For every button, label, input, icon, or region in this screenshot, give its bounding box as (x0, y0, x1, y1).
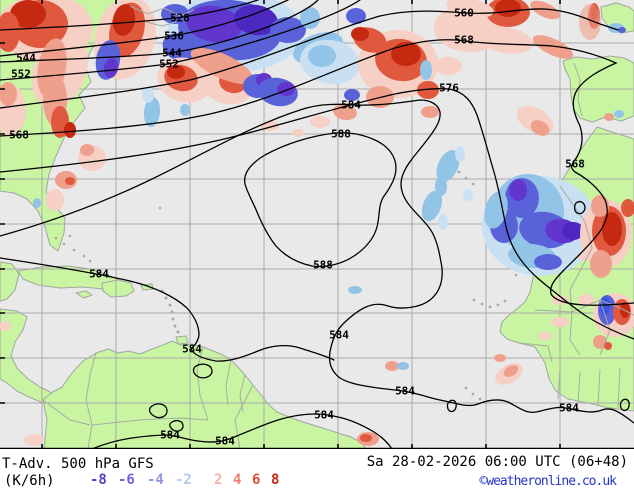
contour-584-loop-c (192, 363, 213, 379)
portugal-border (573, 62, 583, 117)
legend-value: -4 (147, 472, 164, 488)
legend-value: -6 (118, 472, 135, 488)
st-lawrence (145, 21, 177, 27)
copyright-text: ©weatheronline.co.uk (479, 474, 617, 489)
contour-layer (0, 0, 634, 449)
contour-568-inner (573, 200, 586, 215)
product-title: T-Adv. 500 hPa GFS (2, 456, 154, 472)
contour-560 (0, 8, 619, 109)
contour-584-oval-d (446, 399, 457, 413)
advection-layer (0, 0, 634, 446)
trinidad (175, 335, 189, 345)
jamaica (75, 290, 93, 299)
contour-584-south (91, 413, 393, 449)
map-graphic (0, 0, 634, 449)
legend-value: 6 (252, 472, 261, 488)
legend-scale: -8 -6 -4 -2 2 4 6 8 (0, 473, 320, 489)
legend-value: 4 (233, 472, 242, 488)
axis-ticks (0, 0, 561, 449)
legend-value: 8 (271, 472, 280, 488)
legend-value: -8 (90, 472, 107, 488)
contour-544 (0, 0, 319, 63)
valid-datetime: Sa 28-02-2026 06:00 UTC (06+48) (366, 454, 628, 470)
contour-528 (0, 0, 259, 31)
graticule-layer (0, 0, 634, 449)
contour-536 (0, 0, 289, 57)
yucatan (0, 261, 20, 302)
contour-568 (0, 39, 634, 306)
hispaniola (101, 279, 135, 298)
contour-584-loop-b (169, 419, 184, 432)
contour-584-cuba (0, 257, 335, 362)
contour-588 (244, 132, 397, 268)
legend-value: 2 (214, 472, 223, 488)
legend-value: -2 (175, 472, 192, 488)
contour-584-main (0, 99, 634, 424)
legend-unit: (K/6h) (4, 473, 55, 489)
map-canvas: 528 536 544 544 552 552 560 568 568 568 576 584 584 5… (0, 0, 634, 449)
contour-552 (0, 0, 361, 81)
footer-bar: T-Adv. 500 hPa GFS Sa 28-02-2026 06:00 U… (0, 449, 634, 490)
border-layer (42, 5, 634, 449)
contour-584-loop-a (148, 403, 168, 419)
contour-584-oval-e (619, 398, 630, 412)
central-america (0, 308, 60, 408)
canada-coast (129, 5, 195, 17)
contour-576 (0, 88, 634, 340)
